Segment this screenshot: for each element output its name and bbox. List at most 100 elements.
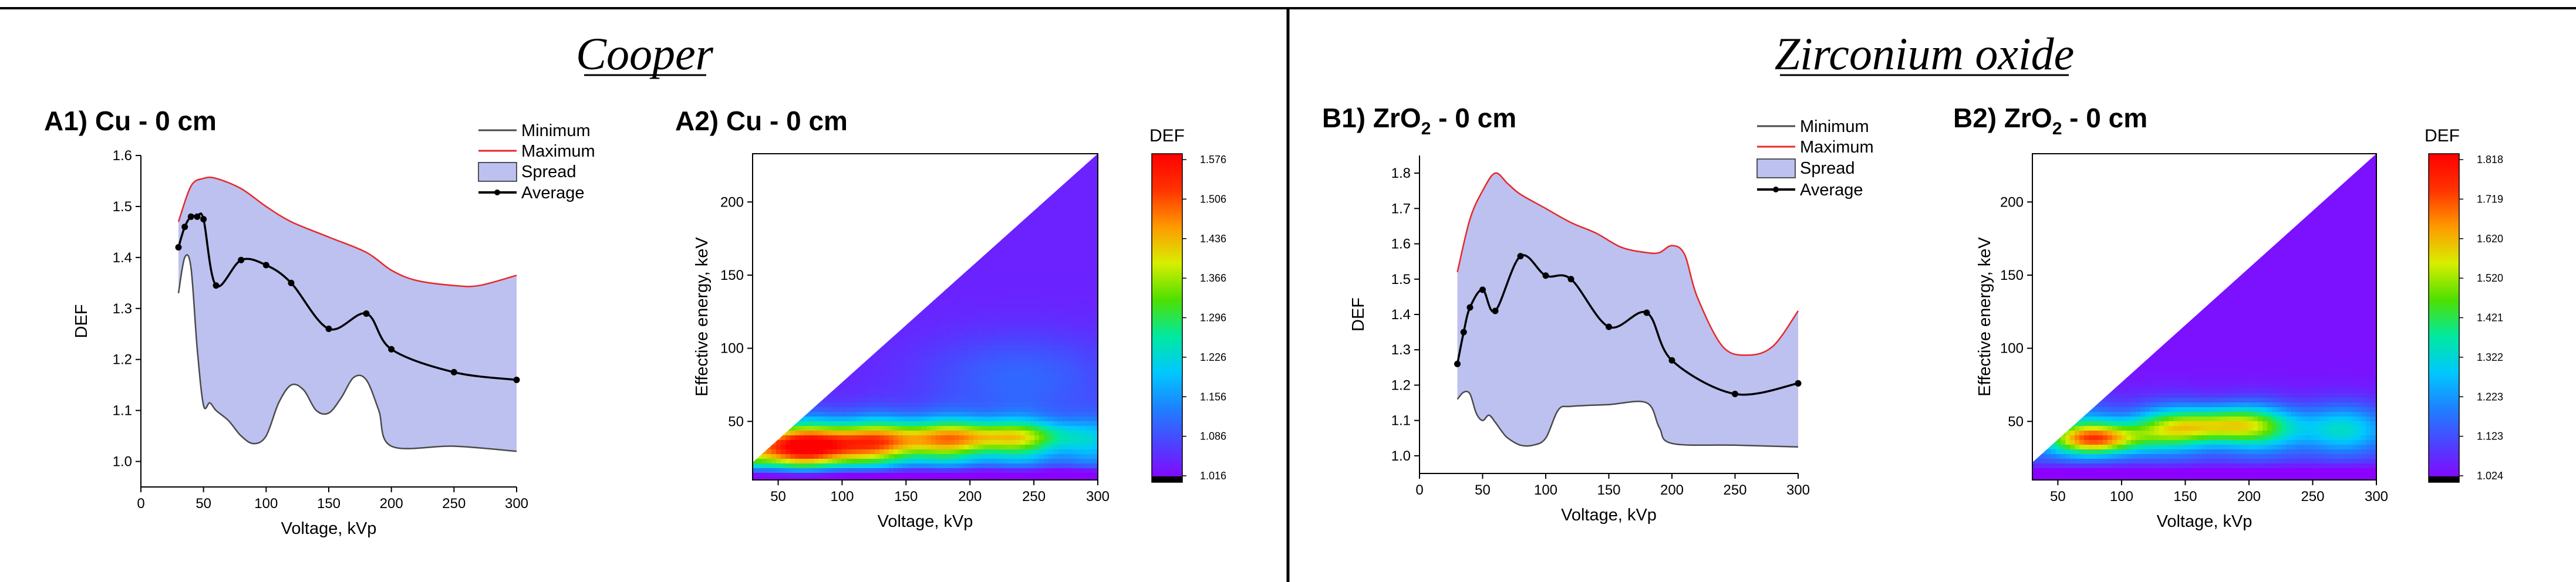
a1-average-point-13: [513, 376, 520, 383]
a2-y-tick-label-100: 100: [720, 341, 744, 357]
b2-x-tick-label-150: 150: [2173, 489, 2197, 505]
panel-b2-colorbar-title: DEF: [2425, 126, 2460, 146]
b1-average-point-5: [1517, 253, 1524, 260]
a1-x-tick-label-0: 0: [137, 496, 144, 512]
a1-average-point-1: [181, 224, 188, 231]
a1-average-point-4: [200, 216, 207, 223]
b2-colorbar-label-8: 1.024: [2477, 470, 2503, 482]
b2-colorbar-label-6: 1.223: [2477, 391, 2503, 402]
b1-average-point-10: [1668, 357, 1675, 364]
panel-b2-title-suffix: - 0 cm: [2062, 103, 2147, 133]
b1-average-line: [1456, 254, 1799, 396]
a2-y-tick-label-200: 200: [720, 194, 744, 210]
a1-y-tick-label-1.1: 1.1: [113, 403, 132, 419]
a1-average-point-3: [194, 213, 201, 220]
b2-colorbar-gradient: [2428, 153, 2460, 483]
b2-colorbar-min-swatch: [2429, 476, 2459, 482]
b1-x-axis-label: Voltage, kVp: [1561, 506, 1657, 525]
a1-average-point-12: [450, 368, 457, 375]
legend-spread-swatch: [1756, 158, 1796, 178]
b1-average-point-11: [1732, 391, 1738, 397]
a2-colorbar-gradient: [1151, 153, 1183, 483]
legend-spread-label: Spread: [1800, 159, 1855, 178]
legend-average-label: Average: [1800, 181, 1863, 199]
a2-x-tick-label-200: 200: [958, 489, 982, 505]
a1-average-point-5: [213, 282, 220, 289]
b2-x-tick-label-250: 250: [2301, 489, 2324, 505]
a1-x-tick-label-200: 200: [380, 496, 403, 512]
legend-spread-swatch: [478, 162, 517, 182]
b2-y-tick-label-100: 100: [2000, 341, 2024, 357]
b1-average-point-6: [1542, 272, 1549, 279]
b1-x-tick-label-300: 300: [1786, 482, 1810, 498]
b2-colorbar-label-3: 1.520: [2477, 272, 2503, 284]
a2-x-tick-label-150: 150: [894, 489, 918, 505]
b2-colorbar-label-0: 1.818: [2477, 154, 2503, 165]
panel-a2-colorbar-title: DEF: [1149, 126, 1185, 146]
a1-spread-area: [178, 177, 517, 452]
a1-y-tick-label-1.3: 1.3: [113, 301, 132, 317]
b1-y-axis-label: DEF: [1349, 297, 1368, 331]
a1-minimum-line: [177, 254, 517, 452]
b2-y-tick-label-50: 50: [2008, 414, 2024, 429]
panel-b2-colorbar: 1.818 1.719 1.620 1.520 1.421 1.322 1.223 1.123…: [2428, 153, 2503, 483]
a1-x-axis-label: Voltage, kVp: [281, 519, 377, 538]
a2-plot-frame: [752, 153, 1098, 481]
legend-average-marker: [1773, 187, 1779, 192]
b1-x-tick-label-0: 0: [1415, 482, 1423, 498]
a2-x-tick-label-100: 100: [830, 489, 854, 505]
a2-colorbar-label-0: 1.576: [1200, 154, 1226, 165]
panel-b2-title: B2) ZrO2 - 0 cm: [1953, 103, 2147, 138]
b1-y-tick-label-1.1: 1.1: [1391, 413, 1411, 429]
b2-x-tick-label-50: 50: [2050, 489, 2066, 505]
section-title-cooper-text: Cooper: [576, 28, 714, 79]
a2-colorbar-label-7: 1.086: [1200, 431, 1226, 442]
panel-b2-title-main: B2) ZrO: [1953, 103, 2052, 133]
b1-y-tick-label-1.8: 1.8: [1391, 165, 1411, 181]
b1-x-tick-label-100: 100: [1534, 482, 1557, 498]
b2-colorbar-label-7: 1.123: [2477, 431, 2503, 442]
a2-colorbar-label-5: 1.226: [1200, 351, 1226, 363]
a2-x-axis-label: Voltage, kVp: [878, 512, 973, 531]
a1-y-tick-label-1.6: 1.6: [113, 148, 132, 164]
a1-y-tick-label-1.0: 1.0: [113, 454, 132, 470]
panel-a1-legend: Minimum Maximum Spread Average: [478, 121, 595, 202]
b1-y-tick-label-1.2: 1.2: [1391, 377, 1411, 393]
a2-x-tick-label-50: 50: [770, 489, 786, 505]
a1-y-tick-label-1.5: 1.5: [113, 199, 132, 215]
legend-average-label: Average: [521, 184, 585, 202]
legend-average-marker: [494, 190, 500, 195]
b1-average-point-0: [1454, 360, 1461, 367]
section-title-zirconium: Zirconium oxide: [1775, 28, 2075, 79]
b1-y-tick-label-1.3: 1.3: [1391, 342, 1411, 358]
b1-average-point-4: [1492, 307, 1499, 314]
a1-average-point-11: [388, 346, 395, 353]
a2-x-tick-label-250: 250: [1022, 489, 1046, 505]
a2-y-tick-label-150: 150: [720, 268, 744, 283]
b2-heatmap-field: [2032, 154, 2376, 480]
a1-x-tick-label-150: 150: [317, 496, 340, 512]
panel-b1-line-chart: B1) ZrO2 - 0 cm 0 50 100 150 200 250 300 1.0 1.1…: [1322, 103, 1874, 525]
b1-x-tick-label-250: 250: [1723, 482, 1746, 498]
b2-colorbar-label-4: 1.421: [2477, 312, 2503, 324]
b1-average-point-2: [1466, 304, 1474, 311]
section-title-cooper: Cooper: [576, 28, 714, 79]
panel-b2-heatmap: B2) ZrO2 - 0 cm 50 100 150 200 250 300 50 100 15…: [1953, 103, 2503, 531]
b2-x-tick-label-200: 200: [2237, 489, 2261, 505]
b1-y-tick-label-1.0: 1.0: [1391, 448, 1411, 464]
b1-spread-area: [1457, 172, 1798, 447]
a2-colorbar-label-8: 1.016: [1200, 470, 1226, 482]
b2-x-tick-label-300: 300: [2365, 489, 2388, 505]
a2-colorbar-min-swatch: [1152, 476, 1182, 482]
b2-colorbar-label-2: 1.620: [2477, 233, 2503, 245]
a2-colorbar-label-1: 1.506: [1200, 193, 1226, 205]
panel-a1-line-chart: A1) Cu - 0 cm 0 50 100 150 200 250 300 1.0 1.1 1.…: [44, 106, 595, 538]
b2-x-tick-label-100: 100: [2110, 489, 2133, 505]
panel-b1-title: B1) ZrO2 - 0 cm: [1322, 103, 1516, 138]
b2-x-axis-label: Voltage, kVp: [2157, 512, 2253, 531]
b2-colorbar-label-5: 1.322: [2477, 351, 2503, 363]
a2-colorbar-label-6: 1.156: [1200, 391, 1226, 402]
a2-x-tick-label-300: 300: [1086, 489, 1110, 505]
panel-a2-heatmap: A2) Cu - 0 cm 50 100 150 200 250 300 50 100 150 2…: [675, 106, 1226, 531]
